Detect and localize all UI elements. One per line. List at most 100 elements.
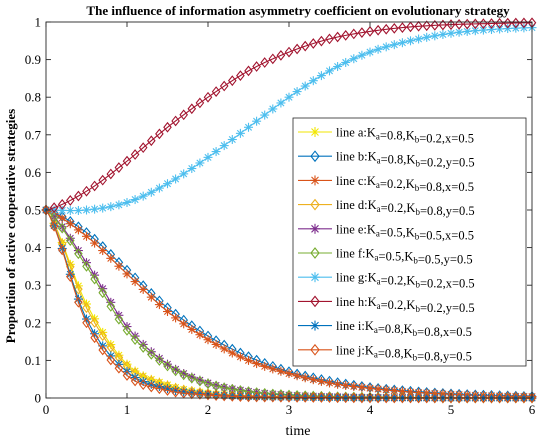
series-marker-c bbox=[300, 373, 310, 383]
y-tick-label: 0.4 bbox=[25, 240, 42, 255]
series-marker-c bbox=[276, 366, 286, 376]
legend-swatch-marker bbox=[310, 247, 320, 259]
x-tick-label: 0 bbox=[43, 402, 50, 417]
legend-label: line f:Ka=0.5,Kb=0.5,y=0.5 bbox=[336, 247, 473, 267]
series-marker-j bbox=[495, 392, 504, 404]
series-marker-j bbox=[49, 220, 59, 232]
series-marker-g bbox=[357, 50, 367, 60]
series-marker-j bbox=[357, 392, 367, 404]
series-marker-j bbox=[373, 392, 383, 404]
x-tick-label: 3 bbox=[286, 402, 293, 417]
series-marker-f bbox=[82, 261, 91, 272]
series-marker-h bbox=[106, 168, 116, 180]
series-marker-g bbox=[65, 206, 75, 216]
series-marker-h bbox=[49, 202, 59, 214]
series-marker-f bbox=[74, 248, 83, 260]
x-axis-label: time bbox=[286, 424, 311, 439]
series-marker-h bbox=[341, 29, 351, 41]
y-tick-label: 0.2 bbox=[25, 315, 41, 330]
series-marker-j bbox=[470, 392, 480, 404]
series-marker-h bbox=[430, 19, 440, 31]
legend-item-b: line b:Ka=0.8,Kb=0.2,y=0.5 bbox=[298, 150, 475, 170]
series-marker-f bbox=[114, 313, 124, 325]
series-marker-c bbox=[341, 380, 351, 390]
series-marker-c bbox=[73, 225, 83, 235]
series-marker-c bbox=[146, 292, 156, 302]
series-marker-h bbox=[462, 18, 472, 30]
series-marker-g bbox=[122, 197, 132, 207]
chart-title: The influence of information asymmetry c… bbox=[86, 3, 510, 18]
series-marker-j bbox=[227, 390, 237, 402]
series-marker-h bbox=[219, 80, 229, 92]
series-marker-j bbox=[389, 392, 399, 404]
series-marker-j bbox=[422, 392, 432, 404]
series-marker-j bbox=[519, 392, 529, 404]
series-marker-g bbox=[219, 141, 229, 151]
series-marker-h bbox=[74, 190, 83, 202]
series-marker-h bbox=[381, 23, 391, 35]
series-marker-c bbox=[187, 324, 197, 334]
y-tick-label: 0 bbox=[35, 391, 42, 406]
series-marker-h bbox=[406, 21, 415, 33]
series-marker-h bbox=[163, 121, 172, 133]
series-marker-d bbox=[90, 317, 99, 328]
series-marker-j bbox=[325, 392, 334, 404]
series-marker-g bbox=[292, 87, 302, 97]
series-marker-h bbox=[146, 135, 156, 147]
legend-swatch-marker bbox=[310, 127, 320, 137]
series-marker-g bbox=[268, 104, 278, 114]
legend-label: line a:Ka=0.8,Kb=0.2,x=0.5 bbox=[336, 126, 474, 146]
legend-swatch-marker bbox=[310, 295, 320, 308]
x-tick-label: 6 bbox=[529, 402, 536, 417]
series-marker-h bbox=[171, 115, 180, 127]
series-marker-j bbox=[276, 391, 286, 403]
series-marker-c bbox=[203, 335, 213, 345]
series-marker-j bbox=[98, 344, 108, 356]
series-marker-h bbox=[389, 23, 399, 34]
series-marker-c bbox=[333, 379, 343, 389]
series-marker-j bbox=[503, 392, 513, 404]
series-marker-f bbox=[138, 342, 148, 353]
series-marker-f bbox=[187, 372, 197, 384]
series-marker-j bbox=[90, 332, 99, 344]
series-marker-f bbox=[130, 334, 140, 345]
series-marker-c bbox=[349, 381, 359, 391]
series-marker-g bbox=[495, 24, 505, 34]
series-h bbox=[41, 17, 537, 216]
series-marker-j bbox=[317, 392, 326, 403]
series-marker-j bbox=[122, 370, 132, 381]
series-marker-h bbox=[236, 70, 245, 81]
series-marker-g bbox=[414, 34, 424, 44]
series-marker-g bbox=[244, 122, 253, 132]
legend-item-h: line h:Ka=0.2,Kb=0.2,y=0.5 bbox=[298, 295, 475, 315]
series-marker-j bbox=[284, 391, 294, 403]
series-marker-d bbox=[98, 330, 108, 342]
series-marker-f bbox=[163, 360, 172, 372]
series-marker-c bbox=[179, 319, 189, 329]
series-marker-j bbox=[438, 392, 448, 404]
legend-label: line d:Ka=0.2,Kb=0.8,y=0.5 bbox=[336, 198, 475, 218]
series-marker-c bbox=[122, 269, 132, 279]
series-marker-g bbox=[195, 158, 205, 168]
series-marker-g bbox=[503, 24, 513, 34]
series-marker-h bbox=[98, 174, 108, 186]
series-marker-h bbox=[82, 185, 91, 197]
series-marker-g bbox=[341, 57, 351, 67]
legend-label: line h:Ka=0.2,Kb=0.2,y=0.5 bbox=[336, 295, 475, 315]
series-marker-j bbox=[479, 392, 488, 404]
series-marker-j bbox=[57, 244, 67, 256]
series-marker-h bbox=[203, 91, 213, 103]
series-marker-j bbox=[341, 392, 351, 404]
series-marker-j bbox=[74, 296, 83, 308]
series-marker-g bbox=[227, 134, 237, 144]
series-marker-c bbox=[308, 375, 318, 385]
legend-item-c: line c:Ka=0.2,Kb=0.8,x=0.5 bbox=[298, 174, 474, 194]
y-tick-label: 0.6 bbox=[25, 165, 42, 180]
series-marker-j bbox=[163, 385, 172, 396]
series-marker-c bbox=[365, 383, 375, 393]
y-tick-label: 0.3 bbox=[25, 278, 41, 293]
series-marker-g bbox=[397, 38, 407, 48]
legend-label: line e:Ka=0.5,Kb=0.5,x=0.5 bbox=[336, 222, 474, 242]
series-marker-c bbox=[235, 352, 245, 362]
